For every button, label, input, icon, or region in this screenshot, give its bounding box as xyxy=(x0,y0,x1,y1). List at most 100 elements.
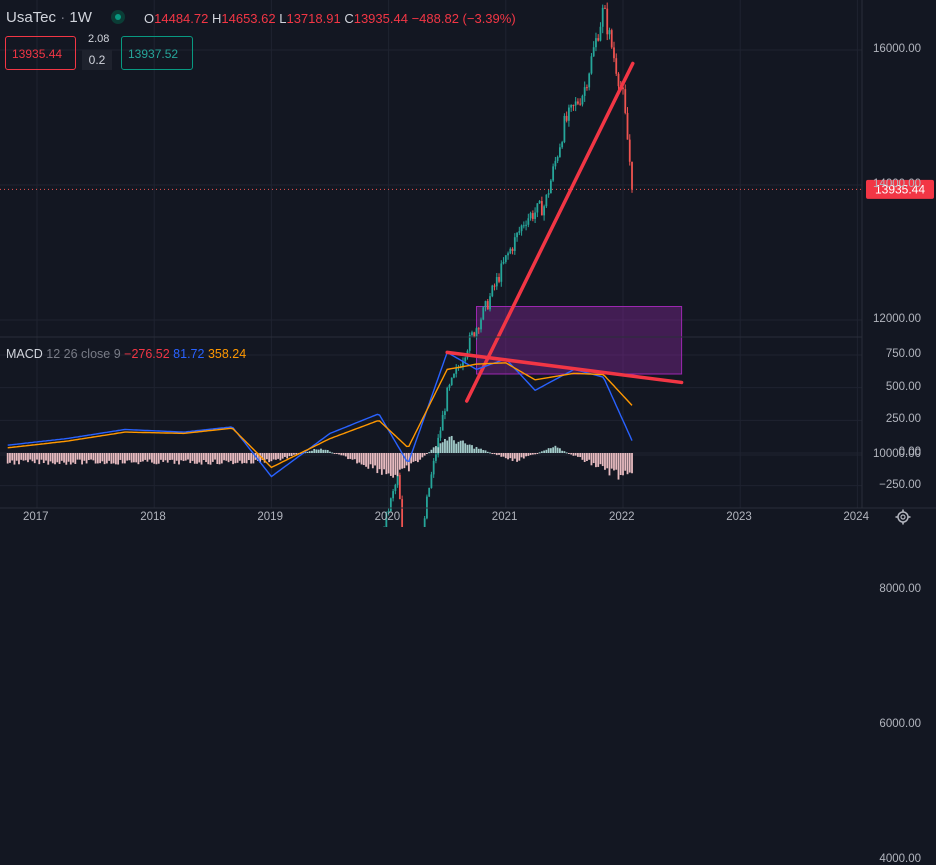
histogram-bar xyxy=(482,450,485,453)
candle-body xyxy=(513,237,516,251)
histogram-bar xyxy=(401,453,404,469)
histogram-bar xyxy=(477,448,480,453)
price-tick-label: 12000.00 xyxy=(873,313,921,325)
histogram-bar xyxy=(631,453,633,474)
histogram-bar xyxy=(513,453,516,459)
buy-button[interactable]: 13937.52 xyxy=(121,36,193,70)
candle-body xyxy=(448,384,451,388)
candle-body xyxy=(574,101,577,106)
macd-signal-value: 358.24 xyxy=(207,347,247,361)
candle-body xyxy=(462,361,464,368)
histogram-bar xyxy=(396,453,399,477)
high-value: 14653.62 xyxy=(221,11,276,26)
candle-body xyxy=(482,307,485,320)
histogram-bar xyxy=(498,453,500,455)
histogram-bar xyxy=(579,453,582,458)
histogram-bar xyxy=(549,448,552,453)
histogram-bar xyxy=(315,449,318,453)
histogram-bar xyxy=(13,453,16,465)
histogram-bar xyxy=(139,453,142,462)
histogram-bar xyxy=(473,448,476,453)
histogram-bar xyxy=(162,453,165,462)
candle-body xyxy=(568,107,570,121)
symbol-legend[interactable]: UsaTec · 1W xyxy=(6,9,92,26)
histogram-bar xyxy=(148,453,151,460)
candle-body xyxy=(540,201,543,216)
macd-trendline[interactable] xyxy=(445,350,684,385)
histogram-bar xyxy=(369,453,372,465)
histogram-bar xyxy=(9,453,11,463)
candle-body xyxy=(437,437,440,455)
price-trendline[interactable] xyxy=(464,61,635,403)
histogram-bar xyxy=(214,453,216,460)
histogram-bar xyxy=(232,453,234,465)
histogram-bar xyxy=(72,453,74,463)
histogram-bar xyxy=(155,453,158,465)
histogram-bar xyxy=(374,453,376,466)
macd-tick-label: 750.00 xyxy=(885,347,921,360)
macd-tick-label: −250.00 xyxy=(879,478,921,491)
histogram-bar xyxy=(430,449,433,453)
histogram-bar xyxy=(592,453,595,464)
candle-body xyxy=(552,166,555,181)
histogram-bar xyxy=(326,450,329,453)
candle-body xyxy=(464,357,467,362)
candle-body xyxy=(473,332,476,337)
price-tick-label: 8000.00 xyxy=(879,583,921,595)
histogram-bar xyxy=(520,453,523,458)
candle-body xyxy=(534,212,536,219)
histogram-bar xyxy=(99,453,102,464)
histogram-bar xyxy=(112,453,115,464)
histogram-bar xyxy=(365,453,367,467)
macd-legend[interactable]: MACD 12 26 close 9 −276.52 81.72 358.24 xyxy=(6,347,246,361)
candle-body xyxy=(599,26,602,41)
histogram-bar xyxy=(522,453,525,459)
histogram-bar xyxy=(568,453,570,454)
histogram-bar xyxy=(11,453,14,461)
candle-body xyxy=(592,47,595,57)
histogram-bar xyxy=(545,449,548,453)
histogram-bar xyxy=(20,453,23,460)
histogram-bar xyxy=(144,453,147,460)
macd-line xyxy=(7,351,633,478)
histogram-bar xyxy=(536,453,539,454)
histogram-bar xyxy=(317,449,320,453)
histogram-bar xyxy=(493,453,496,455)
candle-body xyxy=(556,156,559,161)
macd-line-value: 81.72 xyxy=(173,347,205,361)
histogram-bar xyxy=(60,453,63,461)
histogram-bar xyxy=(6,453,9,464)
histogram-bar xyxy=(597,453,600,467)
histogram-bar xyxy=(324,449,327,453)
sell-button[interactable]: 13935.44 xyxy=(5,36,76,70)
histogram-bar xyxy=(36,453,38,460)
settings-gear-icon[interactable] xyxy=(895,509,911,525)
histogram-bar xyxy=(329,451,331,453)
histogram-bar xyxy=(175,453,178,461)
candle-body xyxy=(428,487,431,497)
candle-body xyxy=(394,484,397,492)
histogram-bar xyxy=(344,453,347,457)
candle-body xyxy=(525,224,527,226)
chart-canvas[interactable]: 13935.44 xyxy=(0,0,936,527)
histogram-bar xyxy=(347,453,349,460)
candle-body xyxy=(529,213,532,219)
histogram-bar xyxy=(268,453,271,463)
histogram-bar xyxy=(101,453,104,462)
candle-body xyxy=(577,101,579,104)
histogram-bar xyxy=(259,453,262,463)
histogram-bar xyxy=(184,453,187,461)
histogram-bar xyxy=(279,453,282,461)
candle-body xyxy=(554,160,557,167)
candle-body xyxy=(439,430,442,438)
candle-body xyxy=(579,103,582,105)
histogram-bar xyxy=(92,453,95,461)
quantity-field[interactable]: 0.2 xyxy=(82,50,112,70)
histogram-bar xyxy=(311,450,313,453)
histogram-bar xyxy=(455,443,458,453)
histogram-bar xyxy=(475,446,478,453)
histogram-bar xyxy=(507,453,509,460)
candle-body xyxy=(547,193,550,195)
histogram-bar xyxy=(563,451,566,453)
histogram-bar xyxy=(69,453,72,465)
